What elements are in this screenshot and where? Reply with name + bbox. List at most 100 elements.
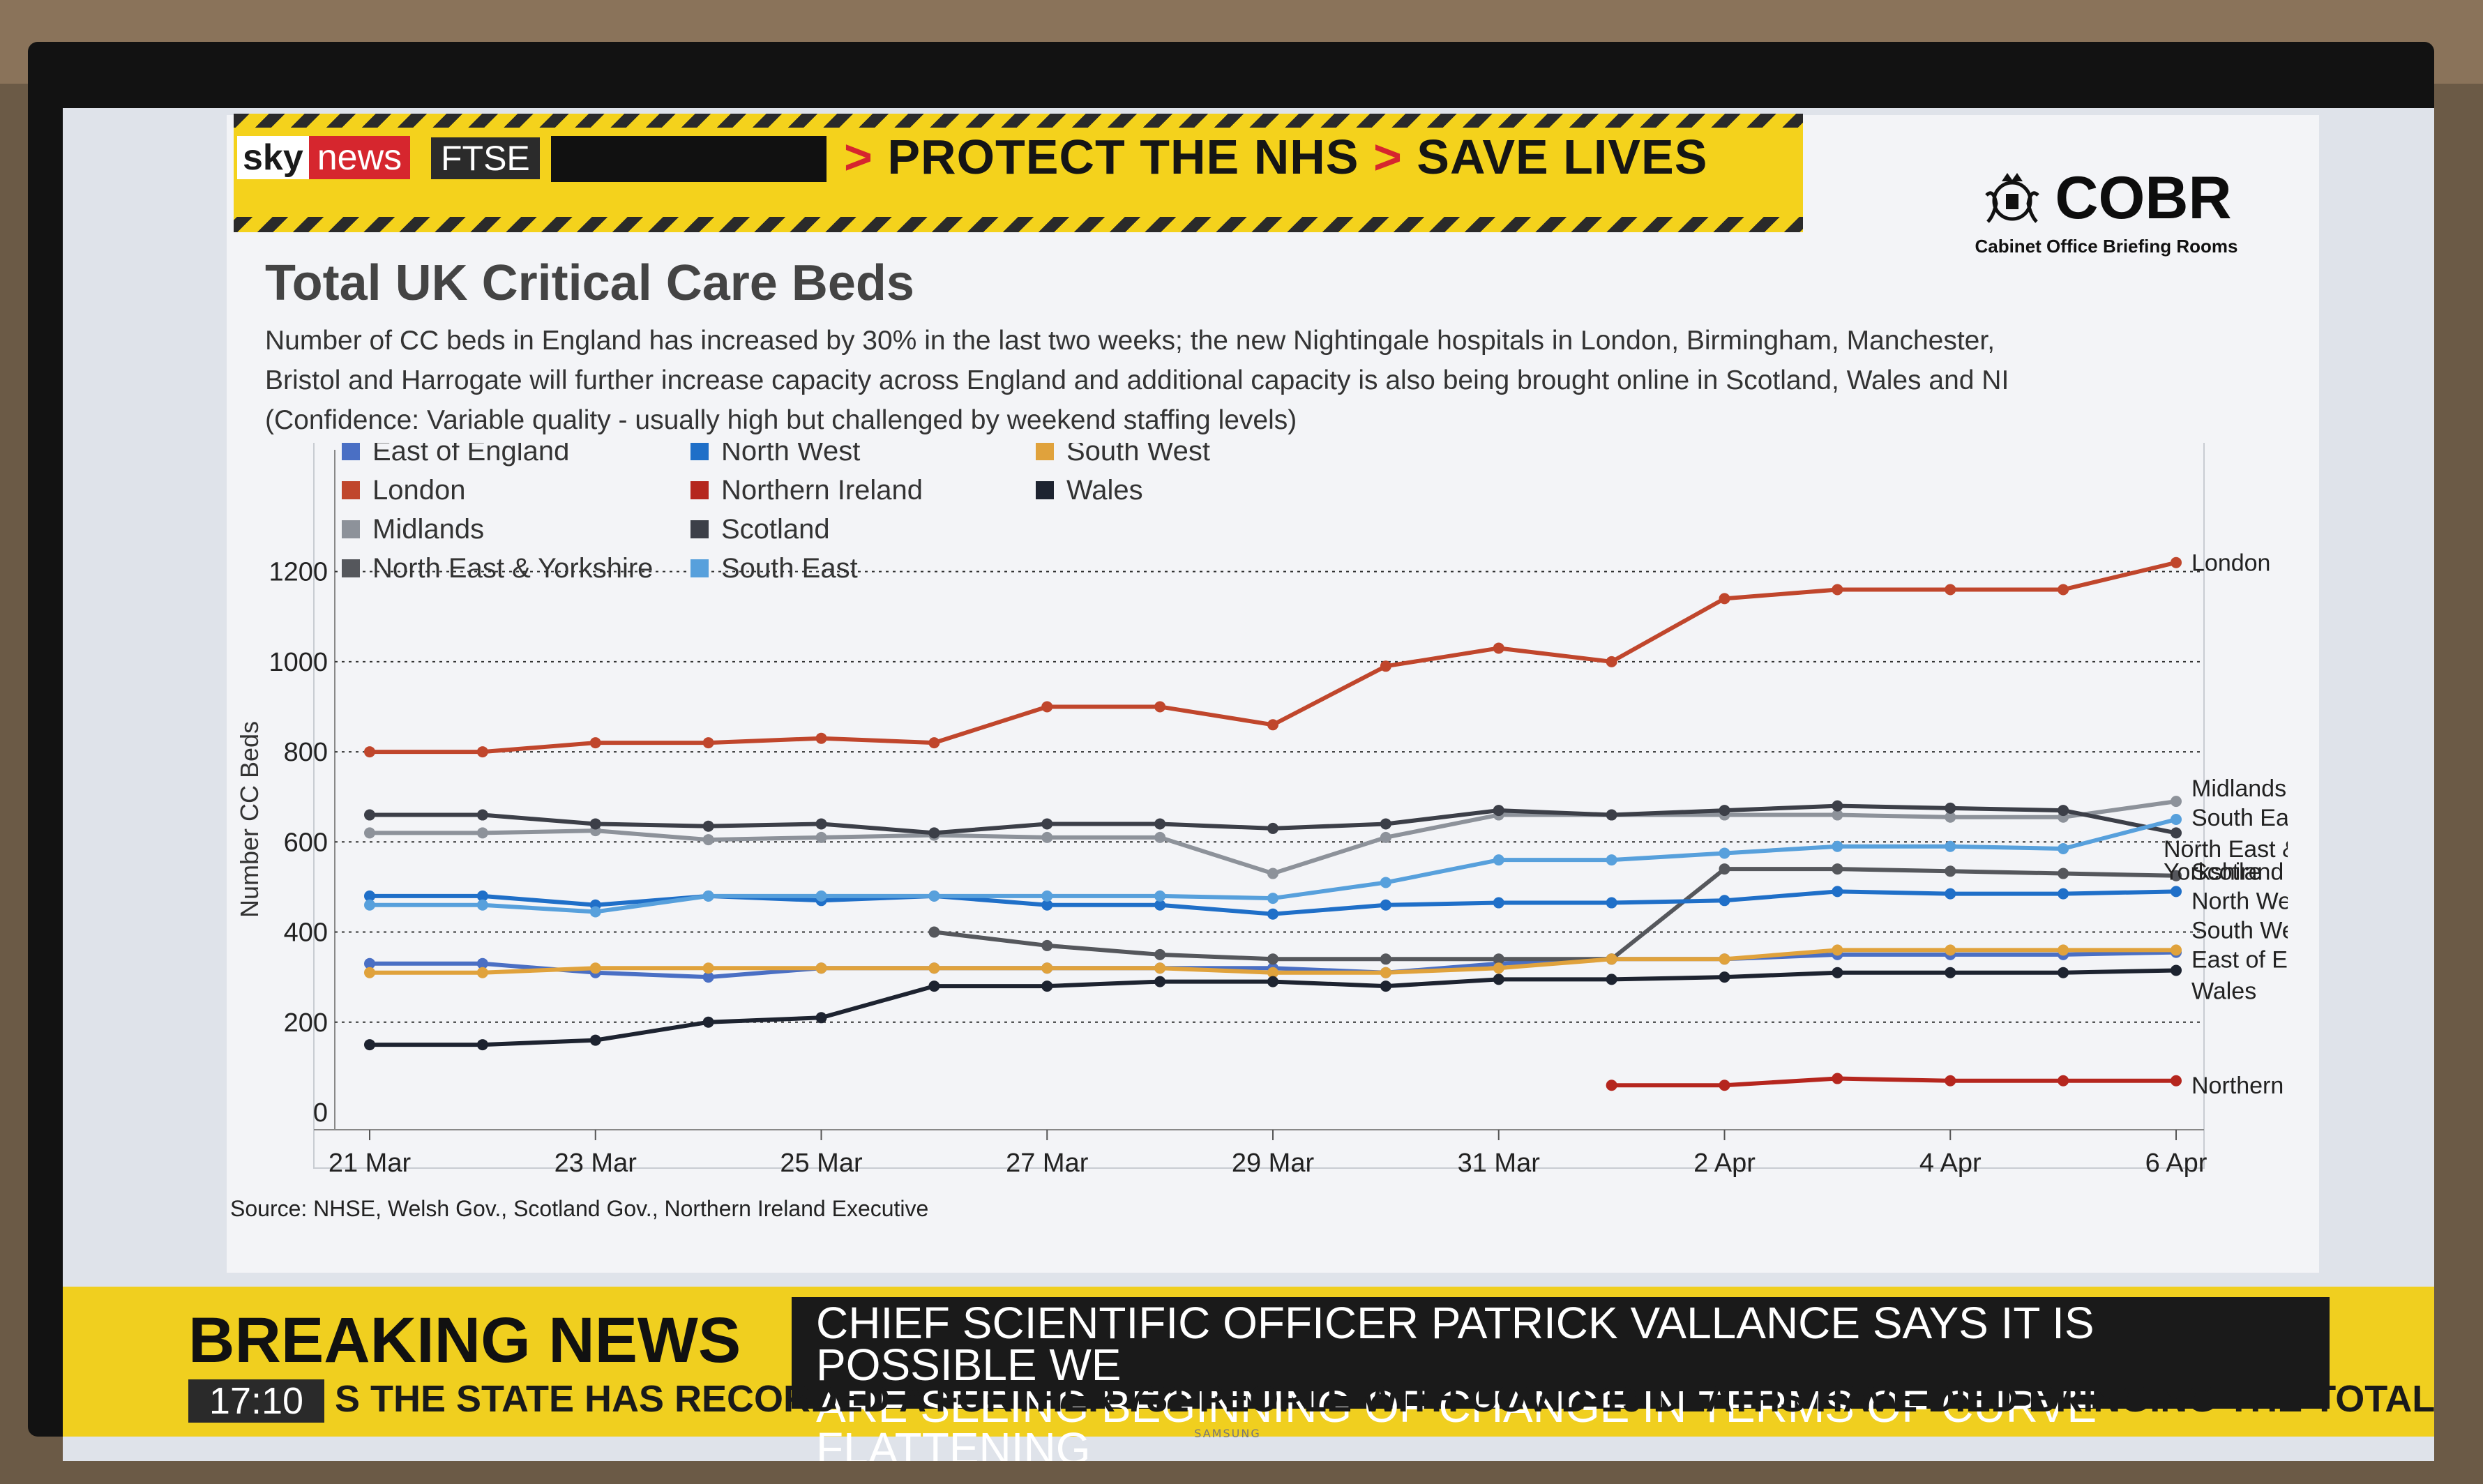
data-point [2058,868,2069,879]
data-point [1606,897,1617,909]
data-point [1945,584,1956,596]
legend-label: London [372,475,465,506]
data-point [1493,642,1504,654]
legend-label: South West [1066,443,1210,467]
data-point [928,890,940,902]
data-point [1719,805,1730,817]
sky-logo-text: sky [237,136,309,179]
y-axis-title: Number CC Beds [235,721,264,918]
data-point [702,737,714,749]
headline-line: ARE SEEING BEGINNING OF CHANGE IN TERMS … [816,1381,2097,1461]
slide-subtitle: Number of CC beds in England has increas… [265,321,2204,440]
data-point [702,1016,714,1028]
broadcast-clock: 17:10 [188,1379,324,1423]
data-point [1267,967,1278,978]
series-line [934,867,2177,962]
y-tick-label: 1000 [269,648,328,677]
legend-swatch [1036,443,1054,460]
data-point [702,962,714,974]
data-point [2171,886,2182,898]
data-point [1945,811,1956,823]
series-line [1611,1076,2176,1088]
series-end-label: Midlands [2191,775,2286,802]
legend-swatch [342,520,360,538]
data-point [1719,593,1730,605]
legend-label: Northern Ireland [721,475,923,506]
legend-swatch [690,443,709,460]
data-point [1945,944,1956,956]
slogan-save-lives: SAVE LIVES [1417,130,1708,184]
series-end-label: Yorkshire [2164,858,2261,885]
data-point [1041,899,1053,911]
data-point [364,827,375,839]
data-point [2171,556,2182,568]
data-point [1832,944,1843,956]
data-point [589,1034,601,1046]
x-tick-label: 6 Apr [2145,1149,2207,1178]
slide-title: Total UK Critical Care Beds [265,255,914,311]
data-point [1380,831,1391,843]
chevron-right-icon: > [844,130,873,184]
legend-label: Wales [1066,475,1143,506]
data-point [1380,953,1391,965]
data-point [589,962,601,974]
x-tick-label: 25 Mar [780,1149,863,1178]
data-point [1832,886,1843,898]
data-point [2058,584,2069,596]
data-point [702,890,714,902]
data-point [815,1012,827,1024]
y-tick-label: 400 [284,918,328,948]
data-point [476,890,488,902]
data-point [476,957,488,969]
legend-swatch [690,481,709,499]
x-tick-label: 27 Mar [1006,1149,1089,1178]
data-point [2058,805,2069,817]
y-tick-label: 800 [284,738,328,767]
data-point [1267,976,1278,987]
data-point [1832,809,1843,821]
data-point [1154,948,1166,960]
data-point [1380,877,1391,888]
data-point [1832,800,1843,812]
data-point [2171,964,2182,976]
data-point [1832,967,1843,978]
data-point [1154,890,1166,902]
data-point [1606,953,1617,965]
data-point [1493,962,1504,974]
data-point [1719,895,1730,907]
legend-swatch [1036,481,1054,499]
data-point [815,818,827,830]
royal-crest-icon [1985,172,2040,223]
data-point [1606,854,1617,866]
data-point [1267,822,1278,834]
data-point [1041,962,1053,974]
data-point [815,831,827,843]
data-point [2171,870,2182,881]
data-point [928,980,940,992]
data-point [2058,967,2069,978]
market-ticker-label: FTSE [431,137,540,179]
series-end-label: Northern Ireland [2191,1073,2288,1099]
series-end-label: Scotland [2191,858,2284,885]
data-point [1380,899,1391,911]
data-point [1945,840,1956,852]
data-point [1154,976,1166,987]
data-point [364,746,375,758]
data-point [1719,953,1730,965]
data-point [1267,719,1278,731]
data-point [1041,939,1053,951]
data-point [1154,701,1166,713]
cobr-title: COBR [2055,165,2232,232]
legend-label: North East & Yorkshire [372,553,653,584]
data-point [1493,854,1504,866]
legend-swatch [342,443,360,460]
data-point [1154,831,1166,843]
data-point [1493,974,1504,985]
data-point [928,737,940,749]
series-line [370,799,2177,876]
data-point [2058,888,2069,900]
slogan-protect-nhs: PROTECT THE NHS [887,130,1359,184]
legend-label: South East [721,553,858,584]
legend-label: Midlands [372,514,484,545]
headline-line: CHIEF SCIENTIFIC OFFICER PATRICK VALLANC… [816,1298,2095,1390]
